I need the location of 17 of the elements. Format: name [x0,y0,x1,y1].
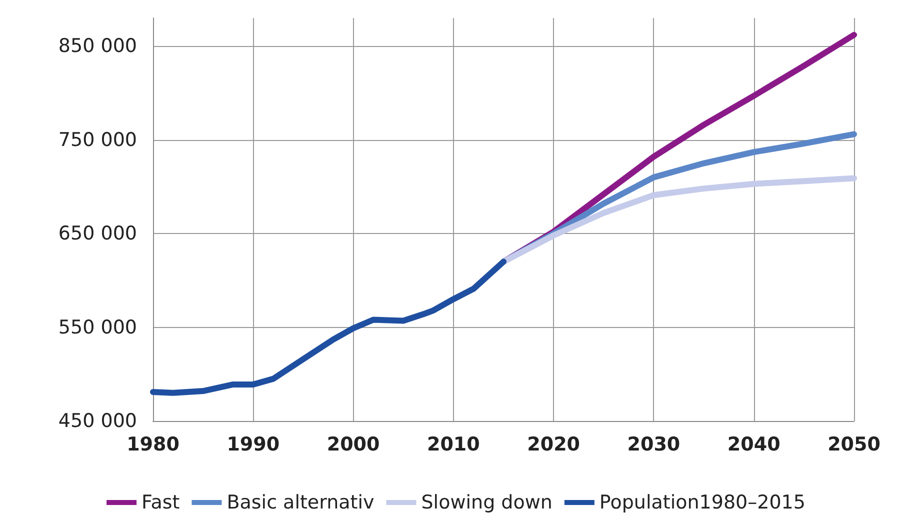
x-tick-label: 1990 [226,434,280,456]
x-tick-label: 2050 [828,434,880,456]
y-tick-label: 750 000 [58,128,137,151]
x-tick-label: 1980 [126,434,180,456]
legend-label: Basic alternativ [226,492,374,514]
x-tick-label: 2030 [627,434,680,456]
x-tick-label: 2010 [426,434,480,456]
legend-label: Population1980–2015 [599,492,806,514]
legend-label: Fast [142,492,180,514]
y-tick-label: 650 000 [58,222,137,245]
legend-label: Slowing down [421,492,552,514]
x-tick-label: 2000 [326,434,380,456]
y-tick-label: 550 000 [58,316,137,338]
x-tick-label: 2040 [727,434,780,456]
y-tick-label: 850 000 [58,35,137,58]
x-tick-label: 2020 [527,434,580,456]
y-tick-label: 450 000 [58,410,137,432]
